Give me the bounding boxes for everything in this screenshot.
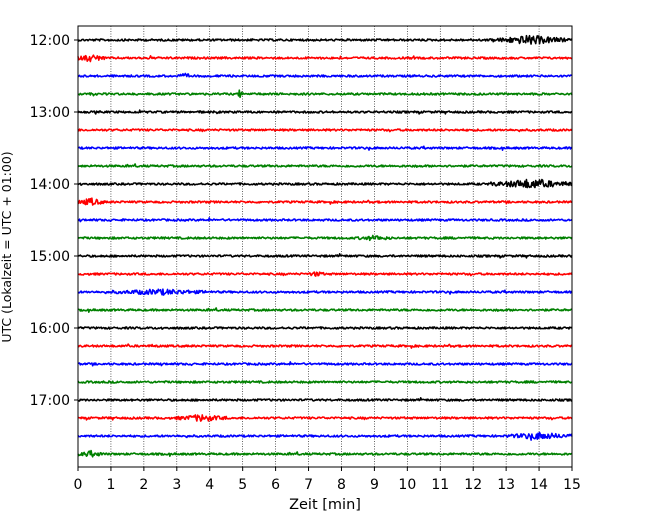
seismogram-trace <box>77 109 573 115</box>
seismogram-trace <box>77 431 573 441</box>
x-tick-label: 6 <box>271 477 280 493</box>
x-tick-label: 7 <box>304 477 313 493</box>
seismogram-traces <box>77 34 573 458</box>
vertical-gridlines <box>110 26 540 467</box>
seismogram-trace <box>77 72 573 78</box>
x-tick-label: 5 <box>238 477 247 493</box>
seismogram-trace <box>77 449 573 458</box>
seismogram-trace <box>77 178 573 189</box>
x-tick-label: 2 <box>139 477 148 493</box>
seismogram-trace <box>77 253 573 259</box>
seismogram-trace <box>77 197 573 206</box>
seismogram-trace <box>77 271 573 277</box>
x-tick-label: 8 <box>337 477 346 493</box>
y-axis-label: UTC (Lokalzeit = UTC + 01:00) <box>0 151 14 342</box>
seismogram-trace <box>77 397 573 402</box>
seismogram-trace <box>77 343 573 349</box>
seismogram-trace <box>77 326 573 330</box>
x-axis-label: Zeit [min] <box>289 497 361 513</box>
seismogram-trace <box>77 361 573 367</box>
x-tick-label: 14 <box>530 477 548 493</box>
y-tick-label: 12:00 <box>30 33 70 49</box>
x-tick-label: 12 <box>464 477 482 493</box>
x-axis-ticks: 0 1 2 3 4 5 6 7 8 9 10 11 12 13 14 15 <box>74 467 581 493</box>
y-tick-label: 16:00 <box>30 321 70 337</box>
y-tick-label: 13:00 <box>30 105 70 121</box>
seismogram-trace <box>77 217 573 223</box>
x-tick-label: 0 <box>74 477 83 493</box>
y-tick-label: 15:00 <box>30 249 70 265</box>
x-tick-label: 11 <box>431 477 449 493</box>
y-tick-label: 17:00 <box>30 393 70 409</box>
y-tick-label: 14:00 <box>30 177 70 193</box>
y-axis-ticks: 12:00 13:00 14:00 15:00 16:00 17:00 <box>30 33 78 409</box>
plot-frame <box>77 25 573 468</box>
seismogram-trace <box>77 163 573 168</box>
x-tick-label: 1 <box>106 477 115 493</box>
x-tick-label: 3 <box>172 477 181 493</box>
seismogram-trace <box>77 380 573 384</box>
seismogram-trace <box>77 307 573 313</box>
x-tick-label: 13 <box>497 477 515 493</box>
x-tick-label: 15 <box>563 477 581 493</box>
seismogram-trace <box>77 234 573 242</box>
x-tick-label: 10 <box>398 477 416 493</box>
x-tick-label: 9 <box>370 477 379 493</box>
x-tick-label: 4 <box>205 477 214 493</box>
seismogram-trace <box>77 34 573 45</box>
seismogram-trace <box>77 145 573 151</box>
seismogram-trace <box>77 414 573 422</box>
seismogram-trace <box>77 288 573 296</box>
seismogram-trace <box>77 89 573 99</box>
seismogram-trace <box>77 54 573 63</box>
seismogram-trace <box>77 128 573 133</box>
